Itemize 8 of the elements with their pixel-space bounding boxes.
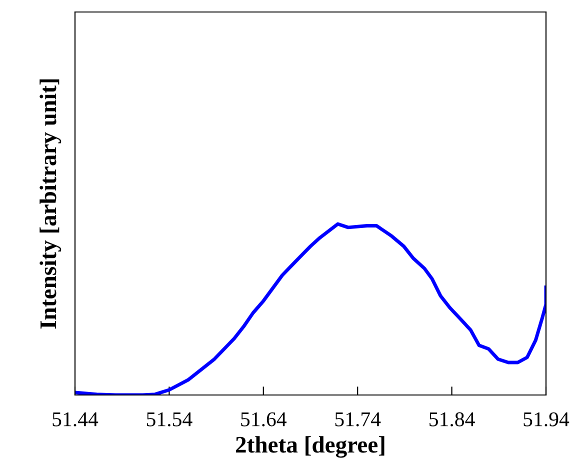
- x-tick-label: 51.74: [335, 412, 381, 426]
- x-tick-label: 51.84: [430, 412, 475, 426]
- x-tick-label: 51.94: [524, 412, 570, 426]
- y-axis-title: Intensity [arbitrary unit]: [40, 79, 62, 329]
- x-tick-label: 51.44: [52, 412, 98, 426]
- x-axis-title: 2theta [degree]: [236, 436, 384, 458]
- x-tick-label: 51.64: [241, 412, 287, 426]
- x-tick-label: 51.54: [146, 412, 192, 426]
